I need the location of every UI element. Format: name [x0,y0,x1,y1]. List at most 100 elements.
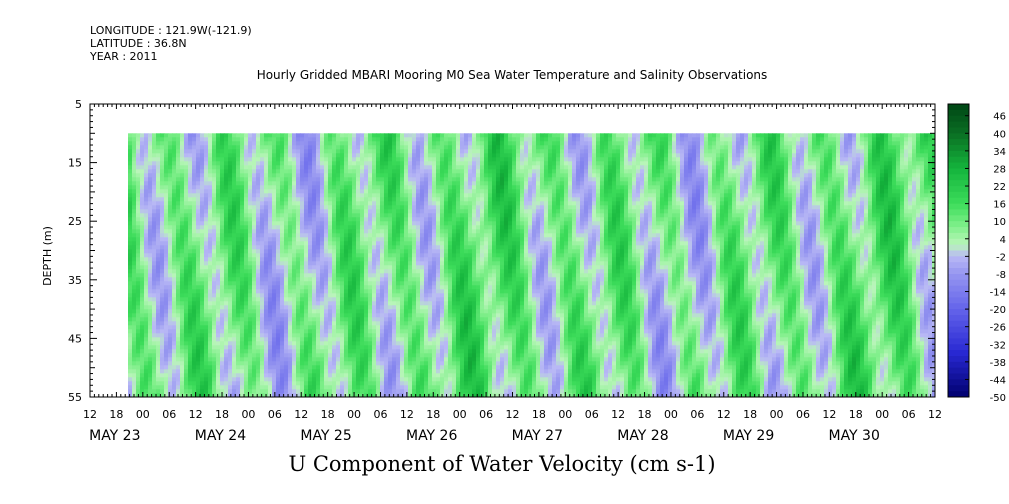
heat-cell [308,209,313,214]
heat-cell [336,153,341,158]
heat-cell [324,293,329,298]
heat-cell [364,177,369,182]
heat-cell [392,169,397,174]
heat-cell [228,373,233,378]
heat-cell [332,197,337,202]
heat-cell [404,361,409,366]
heat-cell [212,313,217,318]
heat-cell [320,305,325,310]
heat-cell [392,249,397,254]
heat-cell [396,365,401,370]
heat-cell [352,269,357,274]
heat-cell [328,321,333,326]
heat-cell [200,321,205,326]
heat-cell [260,165,265,170]
heat-cell [332,173,337,178]
heat-cell [284,193,289,198]
heat-cell [316,169,321,174]
heat-cell [368,225,373,230]
heat-cell [184,209,189,214]
heat-cell [232,389,237,394]
heat-cell [216,157,221,162]
heat-cell [420,173,425,178]
heat-cell [188,209,193,214]
heat-cell [356,293,361,298]
heat-cell [148,349,153,354]
heat-cell [348,153,353,158]
heat-cell [352,209,357,214]
heat-cell [136,297,141,302]
heat-cell [424,345,429,350]
heat-cell [356,193,361,198]
heat-cell [284,261,289,266]
heat-cell [152,169,157,174]
heat-cell [284,329,289,334]
heat-cell [176,373,181,378]
heat-cell [172,341,177,346]
heat-cell [216,273,221,278]
heat-cell [376,149,381,154]
heat-cell [208,337,213,342]
heat-cell [388,389,393,394]
heat-cell [320,161,325,166]
heat-cell [392,281,397,286]
heat-cell [148,385,153,390]
heat-cell [376,249,381,254]
heat-cell [200,309,205,314]
heat-cell [292,377,297,382]
heat-cell [376,333,381,338]
heat-cell [220,141,225,146]
heat-cell [376,293,381,298]
heat-cell [200,185,205,190]
heat-cell [204,293,209,298]
heat-cell [208,377,213,382]
heat-cell [216,281,221,286]
heat-cell [180,173,185,178]
heat-cell [288,357,293,362]
heat-cell [356,221,361,226]
heat-cell [424,181,429,186]
heat-cell [280,225,285,230]
heat-cell [412,205,417,210]
heat-cell [152,261,157,266]
heat-cell [228,301,233,306]
heat-cell [200,181,205,186]
heat-cell [148,257,153,262]
heat-cell [324,325,329,330]
heat-cell [304,385,309,390]
heat-cell [148,265,153,270]
heat-cell [304,225,309,230]
heat-cell [388,185,393,190]
heat-cell [220,153,225,158]
heat-cell [240,249,245,254]
heat-cell [424,233,429,238]
heat-cell [352,185,357,190]
heat-cell [376,169,381,174]
heat-cell [296,209,301,214]
heat-cell [384,245,389,250]
heat-cell [320,309,325,314]
heat-cell [360,369,365,374]
heat-cell [360,141,365,146]
heat-cell [272,257,277,262]
heat-cell [132,233,137,238]
heat-cell [256,177,261,182]
heat-cell [272,249,277,254]
heat-cell [256,281,261,286]
heat-cell [304,301,309,306]
heat-cell [420,137,425,142]
heat-cell [260,269,265,274]
heat-cell [184,389,189,394]
heat-cell [416,153,421,158]
heat-cell [280,265,285,270]
heat-cell [292,321,297,326]
heat-cell [376,321,381,326]
heat-cell [208,381,213,386]
heat-cell [260,225,265,230]
heat-cell [236,317,241,322]
heat-cell [388,145,393,150]
heat-cell [156,153,161,158]
heat-cell [204,369,209,374]
heat-cell [376,337,381,342]
heat-cell [316,365,321,370]
